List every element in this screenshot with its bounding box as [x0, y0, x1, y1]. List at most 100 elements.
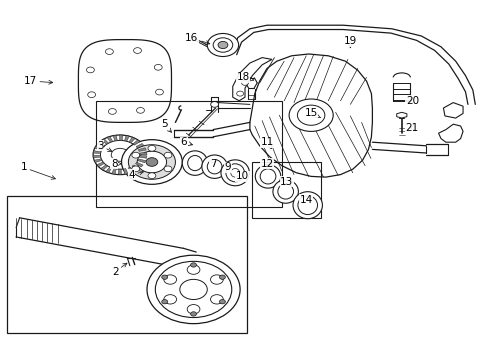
Polygon shape [93, 151, 101, 154]
Circle shape [237, 91, 244, 96]
Polygon shape [95, 146, 102, 150]
Polygon shape [133, 140, 140, 145]
Ellipse shape [260, 169, 276, 184]
Bar [96, 101, 282, 207]
Text: 21: 21 [406, 123, 419, 133]
Polygon shape [100, 165, 108, 170]
Polygon shape [439, 124, 463, 142]
Circle shape [132, 152, 140, 158]
Polygon shape [112, 168, 116, 174]
Circle shape [242, 80, 248, 85]
Circle shape [105, 49, 113, 54]
Bar [252, 162, 321, 218]
Circle shape [137, 151, 167, 173]
Text: 12: 12 [260, 159, 274, 169]
Polygon shape [136, 162, 143, 167]
Ellipse shape [298, 196, 318, 215]
Circle shape [164, 294, 176, 304]
Circle shape [108, 109, 116, 114]
Text: 9: 9 [224, 162, 231, 172]
Polygon shape [101, 139, 108, 144]
Circle shape [180, 279, 207, 300]
Circle shape [213, 38, 233, 52]
Circle shape [191, 263, 196, 267]
Polygon shape [397, 112, 407, 118]
Text: 17: 17 [24, 76, 53, 86]
Circle shape [211, 275, 223, 284]
Polygon shape [118, 169, 122, 175]
Text: 18: 18 [237, 72, 254, 82]
Ellipse shape [278, 184, 294, 199]
Polygon shape [128, 167, 134, 173]
Polygon shape [123, 168, 128, 174]
Circle shape [146, 158, 158, 166]
Circle shape [128, 145, 175, 179]
Circle shape [155, 261, 232, 318]
Text: 11: 11 [260, 137, 274, 149]
Text: 1: 1 [20, 162, 55, 179]
Text: 14: 14 [299, 195, 313, 205]
Text: 20: 20 [406, 96, 419, 106]
Circle shape [164, 166, 172, 172]
Circle shape [164, 152, 172, 158]
Ellipse shape [226, 164, 245, 182]
Polygon shape [233, 58, 272, 101]
Ellipse shape [221, 160, 249, 186]
Ellipse shape [182, 151, 208, 175]
Circle shape [100, 140, 140, 169]
Circle shape [148, 173, 156, 179]
Text: 10: 10 [236, 171, 249, 181]
Circle shape [162, 300, 168, 304]
Circle shape [111, 148, 129, 161]
Polygon shape [136, 143, 144, 148]
Circle shape [87, 67, 95, 73]
Ellipse shape [273, 180, 298, 203]
Circle shape [162, 275, 168, 279]
Text: 6: 6 [180, 137, 193, 147]
Polygon shape [138, 159, 146, 163]
Polygon shape [107, 136, 113, 142]
Circle shape [147, 255, 240, 324]
Text: 15: 15 [304, 108, 321, 118]
Text: 2: 2 [112, 263, 127, 277]
Polygon shape [124, 135, 129, 141]
Polygon shape [140, 152, 147, 155]
Polygon shape [113, 135, 117, 141]
Text: 7: 7 [210, 159, 217, 169]
Text: 4: 4 [128, 170, 144, 180]
Ellipse shape [293, 192, 322, 219]
Circle shape [187, 305, 200, 314]
Text: 16: 16 [185, 33, 210, 44]
Polygon shape [250, 54, 372, 177]
Circle shape [134, 48, 142, 53]
Text: 8: 8 [111, 159, 122, 169]
Circle shape [187, 265, 200, 274]
Ellipse shape [231, 168, 240, 177]
Text: 3: 3 [97, 141, 112, 152]
Circle shape [137, 108, 145, 113]
Circle shape [155, 89, 163, 95]
Circle shape [220, 300, 225, 304]
Circle shape [148, 145, 156, 151]
Ellipse shape [255, 165, 281, 188]
Polygon shape [78, 40, 172, 122]
Polygon shape [106, 167, 112, 173]
Polygon shape [129, 137, 135, 143]
Text: 19: 19 [343, 36, 357, 48]
Polygon shape [443, 103, 463, 118]
Circle shape [88, 92, 96, 98]
Text: 13: 13 [280, 177, 294, 187]
Circle shape [191, 312, 196, 316]
Circle shape [154, 64, 162, 70]
Ellipse shape [188, 156, 202, 171]
Circle shape [122, 140, 182, 184]
Polygon shape [93, 155, 100, 158]
Circle shape [132, 166, 140, 172]
Circle shape [297, 105, 325, 125]
Polygon shape [98, 142, 105, 147]
Circle shape [211, 102, 219, 107]
Circle shape [207, 33, 239, 57]
Polygon shape [139, 156, 147, 158]
Circle shape [218, 41, 228, 49]
Polygon shape [94, 159, 102, 162]
